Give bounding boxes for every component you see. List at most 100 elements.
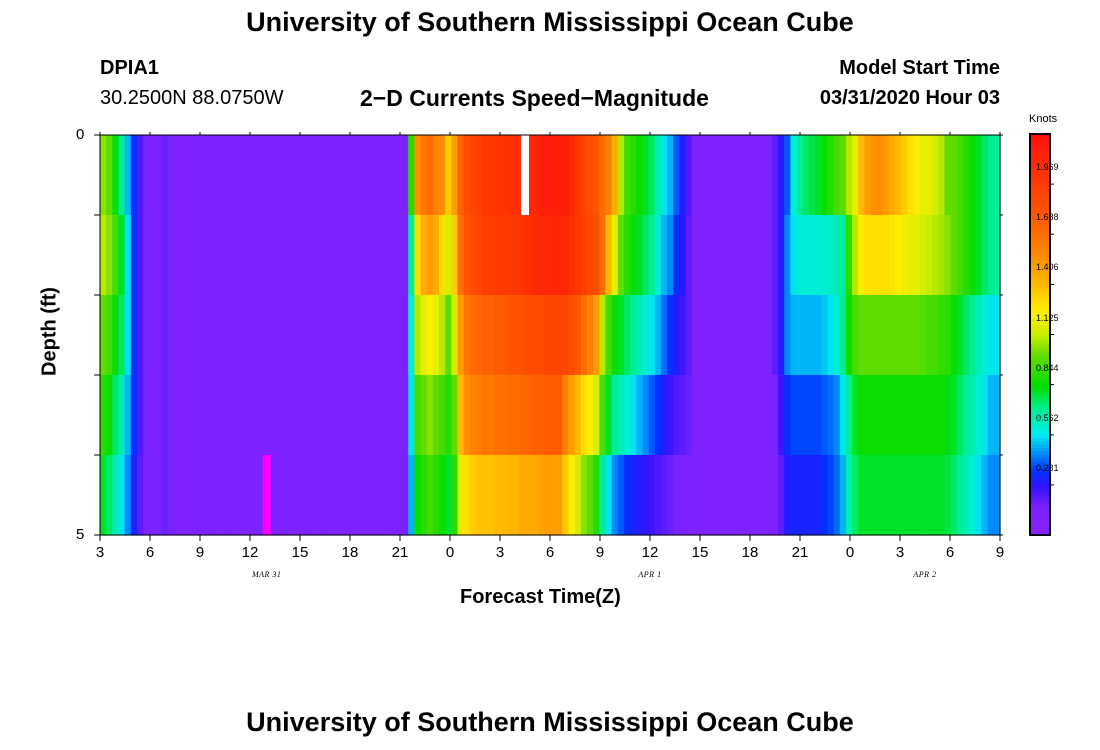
heatmap-cell [494, 295, 502, 376]
heatmap-cell [482, 455, 489, 536]
heatmap-cell [605, 215, 613, 296]
heatmap-cell [993, 455, 1001, 536]
heatmap-cell [790, 295, 798, 376]
heatmap-cell [519, 455, 526, 536]
colorbar-segment [1030, 247, 1050, 252]
heatmap-cell [340, 135, 348, 216]
heatmap-cell [580, 295, 588, 376]
heatmap-cell [808, 135, 816, 216]
heatmap-cell [414, 455, 422, 536]
heatmap-cell [956, 375, 964, 456]
heatmap-cell [247, 295, 255, 376]
heatmap-cell [402, 455, 409, 536]
colorbar-segment [1030, 311, 1050, 316]
heatmap-cell [500, 455, 508, 536]
heatmap-cell [420, 375, 428, 456]
heatmap-cell [192, 135, 200, 216]
heatmap-cell [223, 455, 231, 536]
heatmap-cell [574, 455, 582, 536]
heatmap-cell [759, 215, 767, 296]
heatmap-cell [217, 455, 224, 536]
heatmap-cell [907, 375, 915, 456]
heatmap-cell [790, 455, 798, 536]
heatmap-cell [352, 135, 360, 216]
colorbar-segment [1030, 170, 1050, 175]
heatmap-cell [562, 215, 570, 296]
colorbar-segment [1030, 438, 1050, 443]
heatmap-cell [864, 455, 872, 536]
heatmap-cell [173, 375, 181, 456]
heatmap-cell [556, 295, 563, 376]
heatmap-cell [747, 135, 755, 216]
heatmap-cell [439, 455, 446, 536]
colorbar-segment [1030, 488, 1050, 493]
heatmap-cell [907, 295, 915, 376]
heatmap-cell [383, 135, 391, 216]
heatmap-cell [463, 135, 471, 216]
highlight-cell [262, 455, 271, 535]
heatmap-cell [358, 295, 366, 376]
heatmap-cell [599, 295, 607, 376]
x-tick-label: 21 [391, 544, 409, 561]
colorbar-segment [1030, 524, 1050, 529]
heatmap-cell [667, 375, 674, 456]
heatmap-cell [993, 295, 1001, 376]
heatmap-cell [734, 375, 742, 456]
heatmap-cell [932, 455, 939, 536]
heatmap-cell [611, 455, 619, 536]
heatmap-cell [513, 135, 520, 216]
colorbar-segment [1030, 434, 1050, 439]
heatmap-cell [136, 295, 144, 376]
heatmap-cell [630, 375, 637, 456]
heatmap-cell [728, 135, 736, 216]
heatmap-cell [408, 215, 415, 296]
colorbar-segment [1030, 374, 1050, 379]
heatmap-cell [340, 215, 348, 296]
heatmap-cell [315, 135, 323, 216]
colorbar-segment [1030, 174, 1050, 179]
heatmap-cell [876, 215, 884, 296]
heatmap-cell [827, 295, 835, 376]
heatmap-cell [315, 455, 323, 536]
heatmap-cell [648, 375, 656, 456]
heatmap-cell [488, 135, 496, 216]
heatmap-cell [186, 215, 194, 296]
heatmap-cell [901, 375, 909, 456]
heatmap-cell [642, 215, 650, 296]
heatmap-cell [827, 455, 835, 536]
page-title: University of Southern Mississippi Ocean… [246, 7, 854, 37]
heatmap-cell [297, 295, 305, 376]
heatmap-cell [821, 455, 828, 536]
colorbar-segment [1030, 307, 1050, 312]
heatmap-cell [802, 215, 810, 296]
heatmap-cell [229, 295, 237, 376]
heatmap-cell [802, 135, 810, 216]
heatmap-cell [358, 215, 366, 296]
heatmap-cell [919, 375, 927, 456]
heatmap-cell [611, 295, 619, 376]
heatmap-cell [845, 215, 853, 296]
heatmap-cell [852, 135, 859, 216]
heatmap-cell [716, 295, 724, 376]
heatmap-cell [815, 375, 822, 456]
colorbar-segment [1030, 214, 1050, 219]
heatmap-cell [525, 295, 533, 376]
heatmap-cell [815, 215, 822, 296]
heatmap-cell [568, 375, 576, 456]
heatmap-cell [673, 295, 681, 376]
heatmap-cell [130, 295, 138, 376]
station-coords: 30.2500N 88.0750W [100, 87, 284, 109]
colorbar-segment [1030, 274, 1050, 279]
heatmap-cell [987, 215, 995, 296]
date-label: APR 2 [913, 570, 937, 579]
heatmap-cell [642, 295, 650, 376]
heatmap-cell [395, 455, 403, 536]
heatmap-cell [303, 455, 311, 536]
heatmap-cell [106, 455, 113, 536]
heatmap-cell [833, 215, 841, 296]
heatmap-cell [531, 455, 539, 536]
heatmap-cell [710, 375, 718, 456]
heatmap-cell [149, 215, 157, 296]
heatmap-cell [586, 215, 594, 296]
heatmap-cell [161, 375, 169, 456]
